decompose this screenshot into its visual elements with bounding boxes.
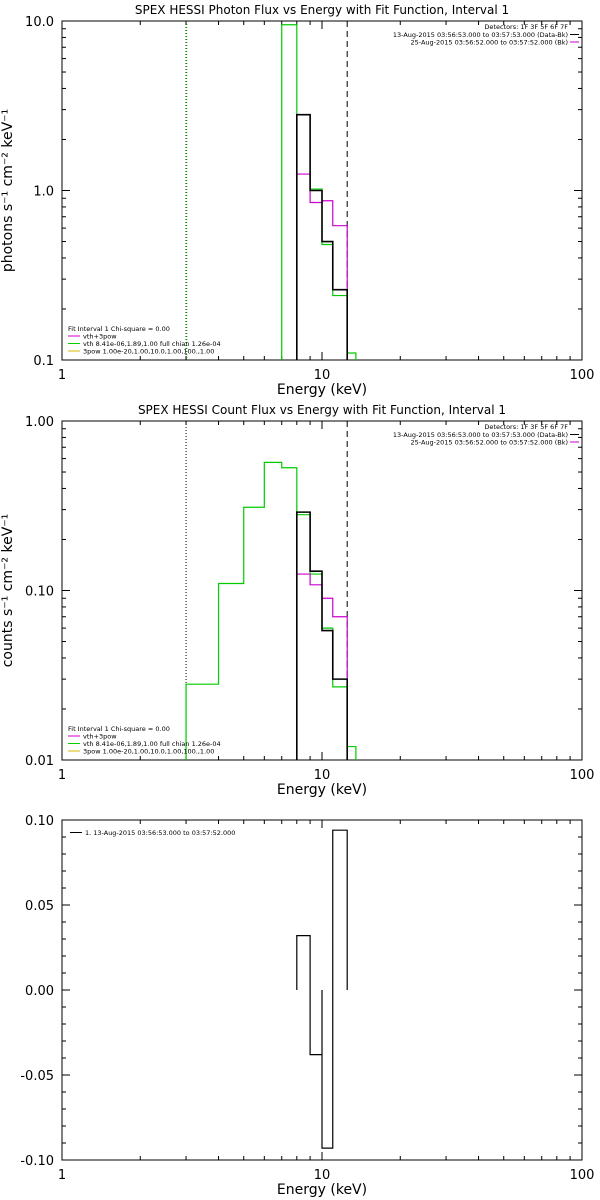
y-tick-label: 1.0 (33, 185, 54, 200)
y-axis-label: photons s⁻¹ cm⁻² keV⁻¹ (0, 109, 16, 272)
data-layer (185, 461, 357, 760)
x-tick-label: 100 (570, 768, 595, 783)
series-step-line (185, 461, 357, 760)
x-axis-label: Energy (keV) (277, 782, 367, 798)
series-step-line (281, 24, 357, 360)
residual-bin (333, 830, 347, 990)
legend-item: vth+3pow (83, 733, 117, 741)
legend: Fit Interval 1 Chi-square = 0.00vth+3pow… (68, 725, 221, 756)
legend-item: 1. 13-Aug-2015 03:56:53.000 to 03:57:52.… (85, 829, 235, 837)
time-range-label: 25-Aug-2015 03:56:52.000 to 03:57:52.000… (411, 39, 568, 47)
legend-item: 3pow 1.00e-20,1.00,10.0,1.00,100.,1.00 (83, 348, 214, 356)
residual-bin (322, 990, 333, 1148)
y-tick-label: 0.1 (33, 354, 54, 369)
legend: 1. 13-Aug-2015 03:56:53.000 to 03:57:52.… (70, 829, 235, 837)
time-range-label: 13-Aug-2015 03:56:53.000 to 03:57:53.000… (393, 431, 568, 439)
residual-bin (297, 936, 310, 990)
data-layer (296, 829, 348, 1149)
y-tick-label: 0.10 (25, 585, 54, 600)
y-tick-label: 10.0 (25, 15, 54, 30)
y-tick-label: 0.05 (25, 899, 54, 914)
x-axis-label: Energy (keV) (277, 1182, 367, 1198)
legend-header: Fit Interval 1 Chi-square = 0.00 (68, 725, 170, 733)
detectors-label: Detectors: 1F 3F 5F 6F 7F (484, 23, 568, 31)
series-step-line (296, 113, 348, 360)
x-tick-label: 1 (58, 368, 66, 383)
legend-item: vth+3pow (83, 333, 117, 341)
chart-title: SPEX HESSI Count Flux vs Energy with Fit… (138, 403, 506, 417)
residual-step-line (296, 829, 348, 1149)
residual-bin (310, 990, 322, 1055)
y-tick-label: -0.05 (20, 1069, 54, 1084)
series-step-line (296, 511, 348, 760)
x-tick-label: 1 (58, 1168, 66, 1183)
x-tick-label: 100 (570, 1168, 595, 1183)
chart-panel-1: SPEX HESSI Photon Flux vs Energy with Fi… (0, 3, 594, 398)
data-layer (281, 24, 357, 360)
y-tick-label: 0.10 (25, 814, 54, 829)
x-tick-label: 10 (314, 1168, 331, 1183)
chart-panel-2: SPEX HESSI Count Flux vs Energy with Fit… (0, 403, 594, 798)
x-tick-label: 10 (314, 768, 331, 783)
legend-item: vth 8.41e-06,1.89,1.00 full chian 1.26e-… (83, 340, 221, 348)
y-tick-label: -0.10 (20, 1154, 54, 1169)
x-tick-label: 100 (570, 368, 595, 383)
x-tick-label: 10 (314, 368, 331, 383)
y-tick-label: 1.00 (25, 415, 54, 430)
x-tick-label: 1 (58, 768, 66, 783)
x-axis-label: Energy (keV) (277, 382, 367, 398)
time-range-label: 25-Aug-2015 03:56:52.000 to 03:57:52.000… (411, 439, 568, 447)
legend-item: vth 8.41e-06,1.89,1.00 full chian 1.26e-… (83, 740, 221, 748)
chart-title: SPEX HESSI Photon Flux vs Energy with Fi… (135, 3, 509, 17)
chart-panel-3: 1 10 100 -0.10 -0.05 0.00 0.05 0.10 Energy (keV)… (20, 814, 594, 1198)
legend: Fit Interval 1 Chi-square = 0.00vth+3pow… (68, 325, 221, 356)
legend-item: 3pow 1.00e-20,1.00,10.0,1.00,100.,1.00 (83, 748, 214, 756)
detectors-label: Detectors: 1F 3F 5F 6F 7F (484, 423, 568, 431)
y-tick-label: 0.01 (25, 754, 54, 769)
time-range-label: 13-Aug-2015 03:56:53.000 to 03:57:53.000… (393, 31, 568, 39)
legend-header: Fit Interval 1 Chi-square = 0.00 (68, 325, 170, 333)
y-axis-label: counts s⁻¹ cm⁻² keV⁻¹ (0, 514, 16, 668)
y-tick-label: 0.00 (25, 984, 54, 999)
